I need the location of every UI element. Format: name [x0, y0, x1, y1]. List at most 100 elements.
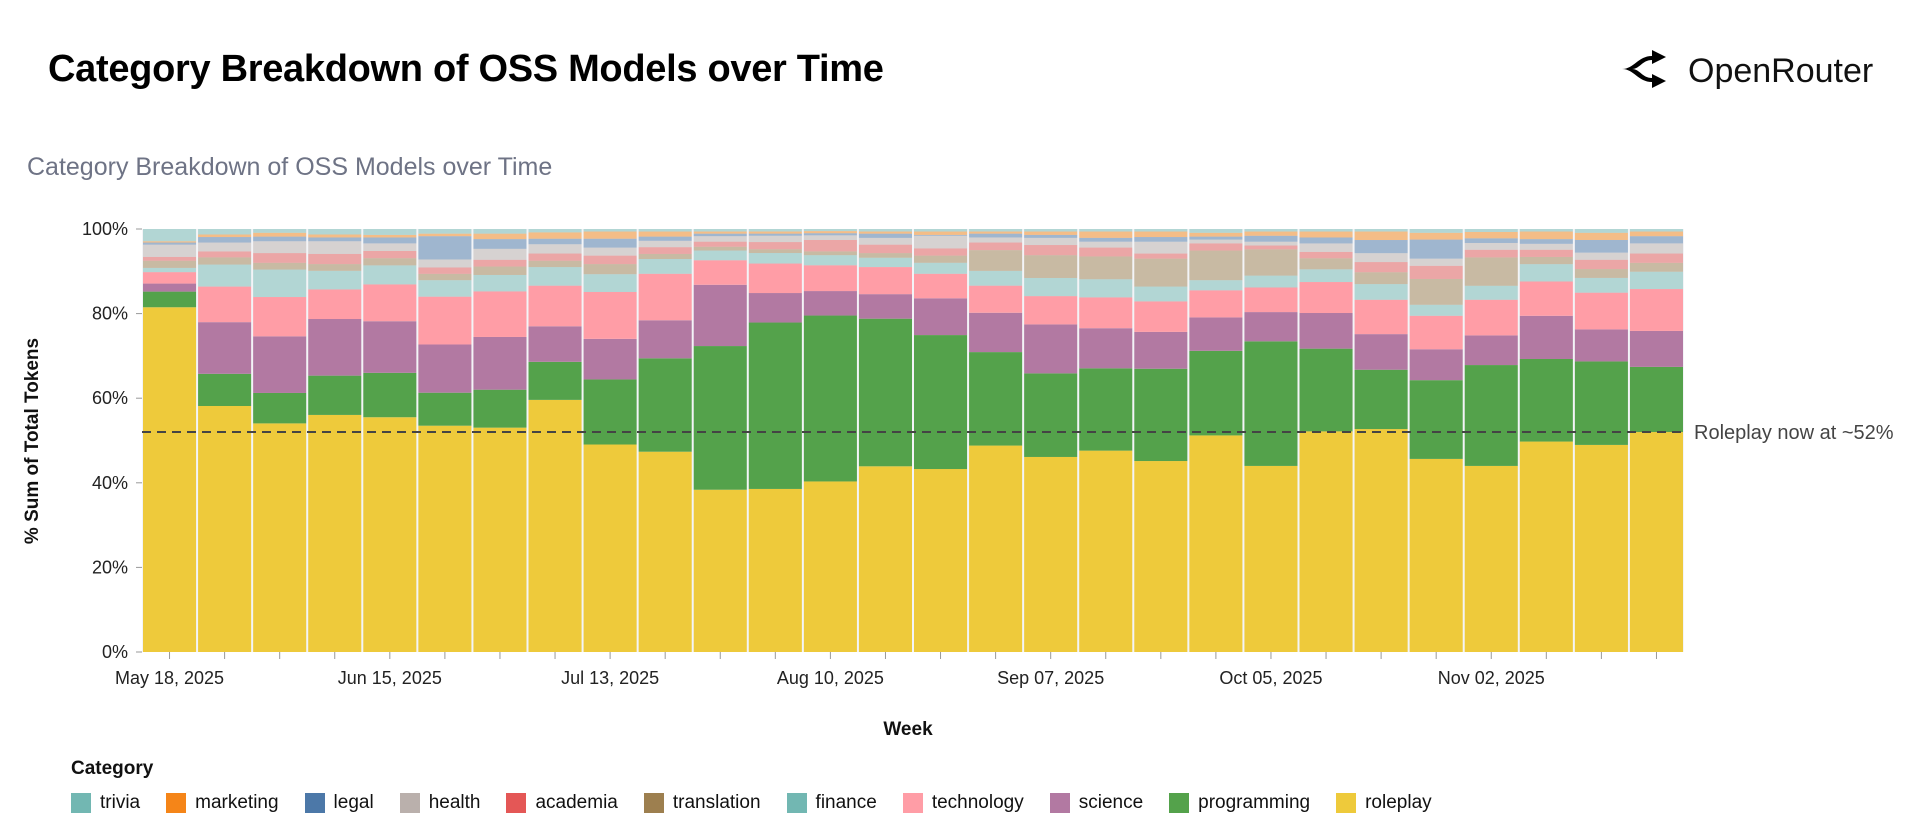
- legend-item-technology[interactable]: technology: [902, 792, 1024, 814]
- bar-segment-roleplay: [693, 489, 747, 652]
- bar-segment-roleplay: [363, 417, 417, 652]
- bar-segment-marketing: [1464, 231, 1518, 239]
- bar-segment-legal: [748, 233, 802, 236]
- legend-item-translation[interactable]: translation: [643, 792, 761, 814]
- legend-swatch: [304, 793, 325, 813]
- legend: Category trivia marketing legal health acade…: [71, 758, 1432, 814]
- bar-segment-academia: [803, 239, 857, 252]
- bar-segment-finance: [858, 257, 912, 268]
- bar-segment-finance: [1409, 304, 1463, 316]
- bar-segment-roleplay: [143, 307, 197, 652]
- bar-segment-finance: [1464, 285, 1518, 300]
- bar-segment-translation: [969, 250, 1023, 271]
- legend-swatch: [902, 793, 923, 813]
- legend-item-roleplay[interactable]: roleplay: [1336, 792, 1432, 814]
- legend-item-trivia[interactable]: trivia: [71, 792, 140, 814]
- bar-segment-trivia: [198, 229, 252, 235]
- bar-segment-health: [363, 243, 417, 251]
- bar-segment-legal: [1079, 237, 1133, 242]
- bar-segment-roleplay: [1244, 465, 1298, 652]
- bar-segment-programming: [858, 318, 912, 467]
- bar-segment-trivia: [528, 229, 582, 233]
- bar-segment-legal: [1629, 236, 1683, 244]
- bar-segment-legal: [858, 233, 912, 238]
- legend-label: trivia: [100, 792, 141, 813]
- bar-segment-trivia: [1189, 229, 1243, 233]
- bar-segment-programming: [1024, 373, 1078, 457]
- legend-item-programming[interactable]: programming: [1169, 792, 1310, 814]
- bar-segment-roleplay: [418, 425, 472, 652]
- bar-segment-technology: [1134, 301, 1188, 332]
- bar-segment-science: [1574, 329, 1628, 362]
- brand-name: OpenRouter: [1688, 52, 1874, 90]
- bar-segment-marketing: [1244, 231, 1298, 236]
- bar-segment-trivia: [803, 229, 857, 232]
- bar-segment-health: [1629, 243, 1683, 254]
- bar-segment-translation: [1574, 269, 1628, 278]
- bar-segment-finance: [1519, 264, 1573, 282]
- bar-segment-translation: [1629, 262, 1683, 272]
- bar-segment-health: [914, 235, 968, 249]
- bar-segment-science: [528, 326, 582, 362]
- legend-swatch: [71, 793, 91, 813]
- legend-item-science[interactable]: science: [1049, 792, 1143, 814]
- brand[interactable]: OpenRouter: [1620, 48, 1873, 95]
- bar-segment-translation: [473, 266, 527, 275]
- bar-segment-trivia: [1464, 229, 1518, 232]
- y-axis-title: % Sum of Total Tokens: [22, 338, 43, 544]
- bar-segment-roleplay: [858, 466, 912, 652]
- bar-segment-technology: [473, 291, 527, 337]
- bar-segment-roleplay: [253, 423, 307, 652]
- legend-item-finance[interactable]: finance: [786, 792, 877, 814]
- bar-segment-science: [1409, 349, 1463, 381]
- bar-segment-legal: [473, 239, 527, 249]
- bar-segment-finance: [528, 267, 582, 286]
- bar-segment-roleplay: [969, 445, 1023, 652]
- legend-label: translation: [672, 792, 761, 813]
- legend-swatch: [1169, 793, 1190, 813]
- bar-segment-trivia: [748, 229, 802, 232]
- bar-segment-trivia: [638, 229, 692, 232]
- bar-segment-programming: [1189, 350, 1243, 436]
- bar-segment-technology: [418, 296, 472, 345]
- bar-segment-roleplay: [638, 451, 692, 652]
- bar-segment-marketing: [1519, 231, 1573, 240]
- bar-segment-roleplay: [1519, 441, 1573, 652]
- x-tick-label: Nov 02, 2025: [1438, 668, 1545, 688]
- bar-segment-academia: [1299, 251, 1353, 259]
- bar-segment-finance: [693, 250, 747, 261]
- bar-segment-science: [363, 321, 417, 373]
- bar-segment-academia: [1574, 259, 1628, 270]
- y-tick-label: 40%: [92, 473, 128, 493]
- bar-segment-programming: [638, 358, 692, 452]
- bar-segment-technology: [1024, 296, 1078, 325]
- bar-segment-health: [1134, 241, 1188, 254]
- bar-segment-translation: [693, 246, 747, 251]
- legend-item-legal[interactable]: legal: [304, 792, 374, 814]
- bar-segment-finance: [473, 274, 527, 292]
- bar-segment-trivia: [969, 229, 1023, 232]
- bar-segment-academia: [1079, 247, 1133, 257]
- bar-segment-legal: [583, 238, 637, 248]
- bar-segment-technology: [1354, 299, 1408, 335]
- bar-segment-science: [638, 320, 692, 359]
- bar-segment-programming: [583, 379, 637, 445]
- bar-segment-science: [1629, 330, 1683, 367]
- bar-segment-legal: [418, 236, 472, 260]
- bar-segment-health: [1574, 252, 1628, 260]
- legend-item-academia[interactable]: academia: [506, 792, 618, 814]
- bar-segment-health: [1299, 243, 1353, 252]
- bar-segment-translation: [1024, 255, 1078, 278]
- bar-segment-health: [638, 240, 692, 248]
- bar-segment-marketing: [253, 232, 307, 237]
- bar-segment-finance: [363, 265, 417, 285]
- legend-item-marketing[interactable]: marketing: [166, 792, 279, 814]
- bar-segment-technology: [198, 286, 252, 323]
- bar-segment-technology: [308, 289, 362, 320]
- bar-segment-marketing: [1024, 231, 1078, 235]
- bar-segment-marketing: [858, 231, 912, 234]
- bar-segment-marketing: [363, 234, 417, 238]
- legend-item-health[interactable]: health: [399, 792, 480, 814]
- bar-segment-science: [143, 283, 197, 292]
- bar-segment-trivia: [1354, 229, 1408, 232]
